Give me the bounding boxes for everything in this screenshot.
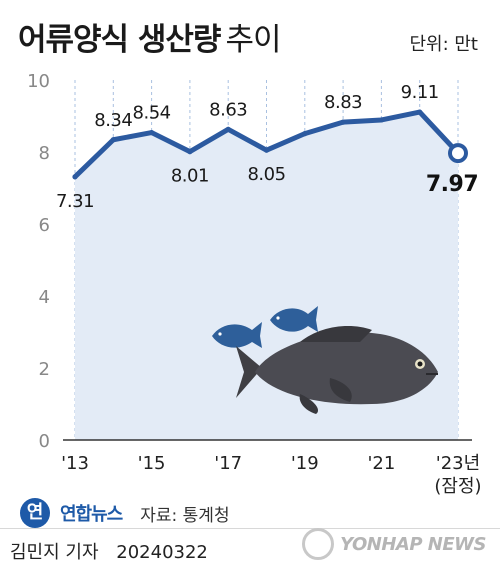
- byline: 김민지 기자 20240322: [10, 538, 208, 564]
- data-point: [225, 126, 231, 132]
- y-tick-label: 10: [27, 71, 50, 92]
- y-tick-label: 0: [39, 431, 50, 452]
- data-label: 8.63: [209, 99, 247, 120]
- data-label: 8.05: [247, 164, 285, 185]
- x-tick-label: '13: [61, 453, 89, 474]
- data-point: [417, 109, 423, 115]
- data-label: 8.01: [171, 166, 209, 187]
- source-text: 자료: 통계청: [140, 505, 230, 526]
- data-label: 8.83: [324, 92, 362, 113]
- unit-label: 단위: 만t: [409, 34, 478, 55]
- title-bold: 어류양식 생산량: [18, 22, 221, 58]
- y-tick-label: 6: [39, 215, 50, 236]
- data-point: [110, 137, 116, 143]
- line-layer: [72, 109, 468, 180]
- label-layer: 7.31 8.34 8.54 8.01 8.63 8.05 8.83 9.11 7.97: [56, 82, 479, 212]
- divider: [0, 528, 500, 529]
- publish-date: 20240322: [116, 542, 208, 563]
- data-label: 8.34: [94, 110, 132, 131]
- x-tick-label: '21: [367, 453, 395, 474]
- data-point: [302, 131, 308, 137]
- yonhap-logo-icon: 연: [20, 498, 50, 528]
- big-fish-icon: [236, 326, 438, 414]
- chart-title: 어류양식 생산량 추이: [18, 14, 282, 59]
- data-point: [378, 117, 384, 123]
- data-point: [340, 119, 346, 125]
- watermark-logo-icon: [302, 528, 335, 560]
- small-fish-icon: [270, 306, 318, 332]
- data-point: [72, 174, 78, 180]
- watermark-text: YONHAP NEWS: [340, 533, 486, 555]
- source-credit: 연 연합뉴스 자료: 통계청: [20, 498, 230, 528]
- y-tick-label: 8: [39, 143, 50, 164]
- data-label: 9.11: [401, 82, 439, 103]
- data-label: 7.97: [426, 172, 478, 197]
- axis-layer: 0 2 4 6 8 10 '13 '15 '17 '19 '21 '23년(잠정): [27, 71, 481, 497]
- data-point: [149, 129, 155, 136]
- title-light: 추이: [225, 22, 282, 58]
- reporter-name: 김민지 기자: [10, 542, 99, 563]
- data-label: 8.54: [133, 103, 171, 124]
- data-point-highlight: [448, 143, 468, 164]
- x-tick-label: '17: [214, 453, 242, 474]
- small-fish-icon: [212, 322, 262, 348]
- y-tick-label: 2: [39, 359, 50, 380]
- x-tick-label: '15: [138, 453, 166, 474]
- data-point: [263, 147, 270, 153]
- y-tick-label: 4: [39, 287, 50, 308]
- data-label: 7.31: [56, 191, 94, 212]
- x-tick-sublabel: (잠정): [434, 476, 481, 497]
- x-tick-label: '23년: [436, 453, 480, 474]
- data-point: [187, 149, 193, 155]
- fish-illustration: [212, 306, 438, 414]
- watermark: YONHAP NEWS: [302, 528, 486, 560]
- logo-text: 연합뉴스: [60, 504, 123, 525]
- x-tick-label: '19: [291, 453, 319, 474]
